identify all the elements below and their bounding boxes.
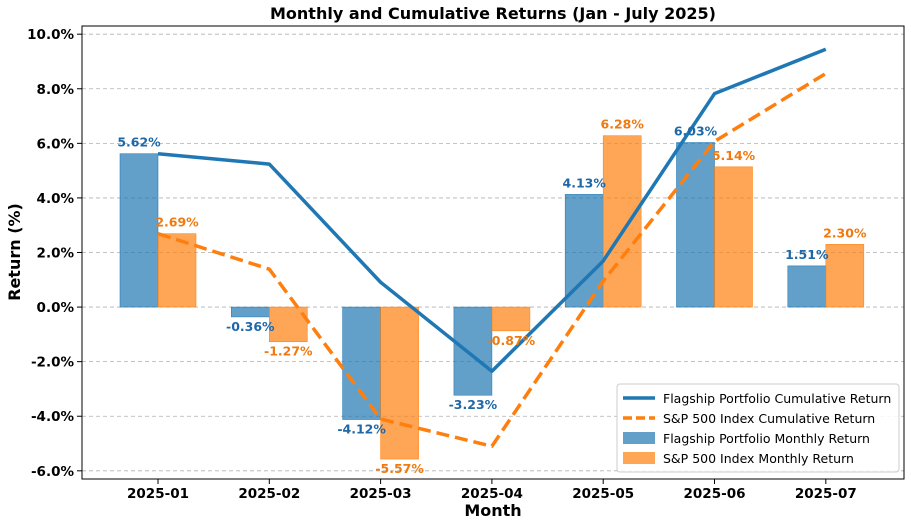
- bar-value-label: -0.87%: [487, 333, 536, 348]
- legend-entry-label: S&P 500 Index Cumulative Return: [663, 411, 875, 426]
- axis-ticks: -6.0% -4.0% -2.0% 0.0% 2.0% 4.0% 6.0% 8.0% 10.0%…: [27, 27, 857, 502]
- legend-entry-label: Flagship Portfolio Monthly Return: [663, 431, 870, 446]
- bar-flagship: [119, 153, 159, 308]
- y-tick-label: 8.0%: [37, 82, 75, 98]
- bar-value-label: 2.30%: [823, 225, 867, 240]
- bar-sp500: [714, 166, 753, 308]
- x-tick-label: 2025-05: [572, 486, 634, 502]
- bar-value-label: 5.14%: [712, 148, 756, 163]
- y-tick-label: 4.0%: [37, 191, 75, 207]
- chart-title: Monthly and Cumulative Returns (Jan - Ju…: [270, 4, 716, 23]
- sp500-cumulative-line: [157, 71, 827, 449]
- x-tick-label: 2025-04: [461, 486, 523, 502]
- legend: Flagship Portfolio Cumulative Return S&P …: [616, 383, 900, 473]
- bar-value-label: 5.62%: [117, 135, 161, 150]
- bar-flagship: [231, 306, 270, 318]
- x-tick-label: 2025-07: [795, 486, 857, 502]
- y-tick-label: -2.0%: [31, 355, 75, 371]
- cumulative-lines: [157, 47, 827, 449]
- bar-flagship: [564, 194, 604, 308]
- bar-value-label: -3.23%: [449, 397, 498, 412]
- y-tick-label: -6.0%: [31, 464, 75, 480]
- bar-flagship: [676, 142, 715, 308]
- x-tick-label: 2025-02: [238, 486, 300, 502]
- legend-bar-swatch: [623, 452, 655, 464]
- legend-entry-label: S&P 500 Index Monthly Return: [663, 451, 854, 466]
- bar-value-label: -0.36%: [226, 319, 275, 334]
- bar-value-label: -1.27%: [264, 344, 313, 359]
- y-axis-label: Return (%): [5, 203, 24, 301]
- bar-sp500: [380, 306, 419, 460]
- y-tick-label: 6.0%: [37, 136, 75, 152]
- bars: [119, 135, 865, 460]
- bar-sp500: [268, 306, 308, 343]
- bar-flagship: [342, 306, 381, 420]
- y-tick-label: 10.0%: [27, 27, 74, 43]
- y-tick-label: 0.0%: [37, 300, 75, 316]
- bar-value-label: 1.51%: [785, 247, 829, 262]
- bar-flagship: [787, 265, 827, 308]
- x-tick-label: 2025-01: [127, 486, 189, 502]
- x-tick-label: 2025-03: [350, 486, 412, 502]
- legend-box: [616, 383, 900, 473]
- bar-sp500: [157, 233, 197, 308]
- legend-bar-swatch: [623, 432, 655, 444]
- y-tick-label: 2.0%: [37, 246, 75, 262]
- bar-value-label: 6.03%: [674, 124, 718, 139]
- y-tick-label: -4.0%: [31, 409, 75, 425]
- flagship-cumulative-line: [157, 47, 827, 373]
- bar-value-label: -4.12%: [337, 422, 386, 437]
- bar-value-label: 4.13%: [563, 175, 607, 190]
- bar-sp500: [602, 135, 642, 308]
- x-axis-label: Month: [464, 501, 521, 520]
- bar-flagship: [453, 306, 493, 396]
- bar-value-label: 6.28%: [601, 117, 645, 132]
- bar-value-label: -5.57%: [375, 461, 424, 476]
- bar-sp500: [825, 244, 865, 308]
- data-labels: 5.62% -0.36% -4.12% -3.23% 4.13% 6.03% 1.51% 2.…: [117, 117, 867, 476]
- legend-entry-label: Flagship Portfolio Cumulative Return: [663, 391, 891, 406]
- bar-sp500: [491, 306, 531, 332]
- bar-value-label: 2.69%: [155, 215, 199, 230]
- x-tick-label: 2025-06: [684, 486, 746, 502]
